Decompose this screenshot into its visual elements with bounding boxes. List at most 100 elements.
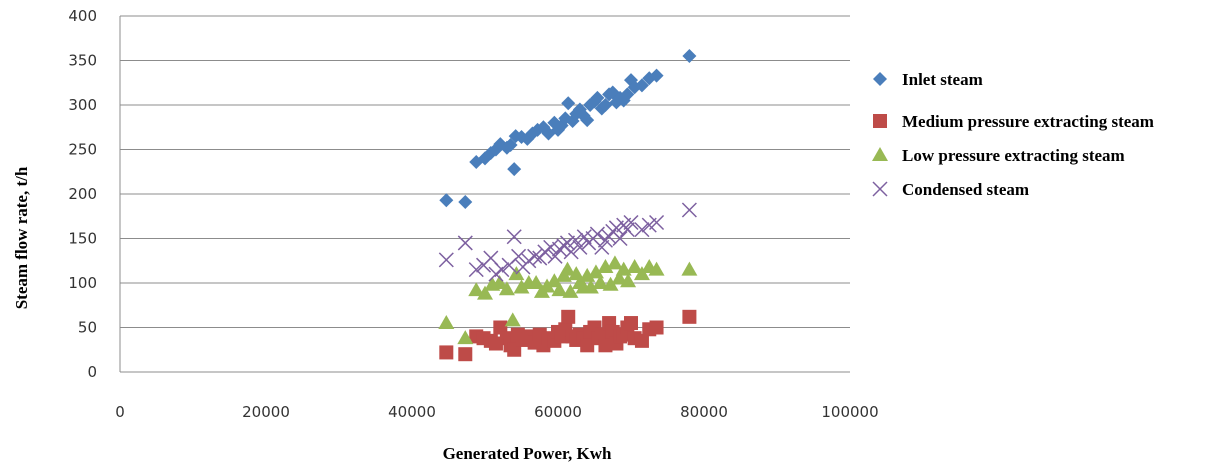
data-point [438,252,454,268]
data-point [612,230,628,247]
data-point [633,266,650,281]
data-point [551,282,568,297]
legend-label: Medium pressure extracting steam [902,112,1154,131]
data-point [439,345,454,360]
data-point [587,264,604,279]
data-point [468,282,485,297]
data-point [457,330,474,345]
data-point [562,283,579,298]
data-point [546,273,563,288]
data-point [624,316,638,331]
x-tick-label: 60000 [534,403,582,421]
data-point [579,267,596,282]
legend-item: Medium pressure extracting steam [873,112,1154,131]
data-point [513,279,530,294]
data-point [589,226,605,242]
legend-item: Condensed steam [872,180,1029,199]
y-tick-label: 200 [68,185,97,203]
x-tick-labels: 0 20000 40000 60000 80000 100000 [115,403,878,421]
data-point [559,261,576,276]
data-point [527,248,543,264]
data-point [620,273,637,288]
data-point [619,222,635,238]
data-point [649,68,664,83]
series-2 [439,309,697,362]
y-tick-label: 150 [68,230,97,248]
data-point [561,309,576,324]
data-point [681,261,698,276]
data-point [457,235,473,251]
data-point [504,312,521,327]
data-point [507,162,522,177]
y-tick-label: 350 [68,52,97,70]
data-point [543,239,559,255]
x-axis-title: Generated Power, Kwh [443,444,612,463]
data-point [541,126,556,141]
data-point [572,239,588,255]
legend-item: Low pressure extracting steam [872,146,1125,165]
data-point [528,275,545,289]
data-point [503,138,518,153]
y-tick-label: 300 [68,96,97,114]
legend: Inlet steam Medium pressure extracting st… [872,70,1154,199]
data-point [594,239,610,255]
x-tick-label: 20000 [242,403,290,421]
y-tick-label: 0 [87,363,97,381]
legend-marker [873,114,887,128]
data-point [438,315,455,330]
data-point [580,113,595,128]
data-point [458,347,473,362]
data-point [477,285,493,300]
data-point [582,279,599,294]
y-tick-label: 400 [68,7,97,25]
data-point [623,214,639,231]
data-point [634,333,649,348]
plot-area [438,49,698,362]
data-point [611,270,628,285]
legend-label: Condensed steam [902,180,1029,199]
gridlines [120,15,850,328]
data-point [498,281,515,296]
y-tick-labels: 0 50 100 150 200 250 300 350 400 [68,7,97,381]
data-point [559,235,576,251]
data-point [506,229,522,245]
data-point [511,248,527,264]
data-point [634,222,650,238]
data-point [563,244,579,260]
data-point [561,96,576,111]
data-point [468,262,484,278]
data-point [439,193,454,208]
data-point [458,195,473,210]
data-point [594,327,609,342]
series-1 [439,49,697,210]
axes [119,16,850,373]
legend-marker [872,147,888,161]
data-point [682,49,697,64]
y-axis-title: Steam flow rate, t/h [12,166,31,309]
data-point [606,255,623,270]
x-tick-label: 0 [115,403,125,421]
data-point [491,275,508,289]
data-point [592,275,609,289]
y-tick-label: 250 [68,141,97,159]
x-tick-label: 100000 [821,403,878,421]
data-point [567,232,584,248]
x-tick-label: 40000 [388,403,436,421]
data-point [580,338,595,353]
legend-item: Inlet steam [873,70,983,89]
data-point [649,320,664,335]
data-point [649,214,665,231]
legend-marker [873,72,887,86]
data-point [682,309,697,324]
data-point [493,320,508,335]
legend-marker [872,181,888,197]
series-3 [438,255,698,345]
data-point [598,338,613,353]
data-point [626,258,643,273]
legend-label: Inlet steam [902,70,983,89]
data-point [602,276,619,291]
x-tick-label: 80000 [680,403,728,421]
data-point [547,248,563,264]
data-point [597,258,614,273]
